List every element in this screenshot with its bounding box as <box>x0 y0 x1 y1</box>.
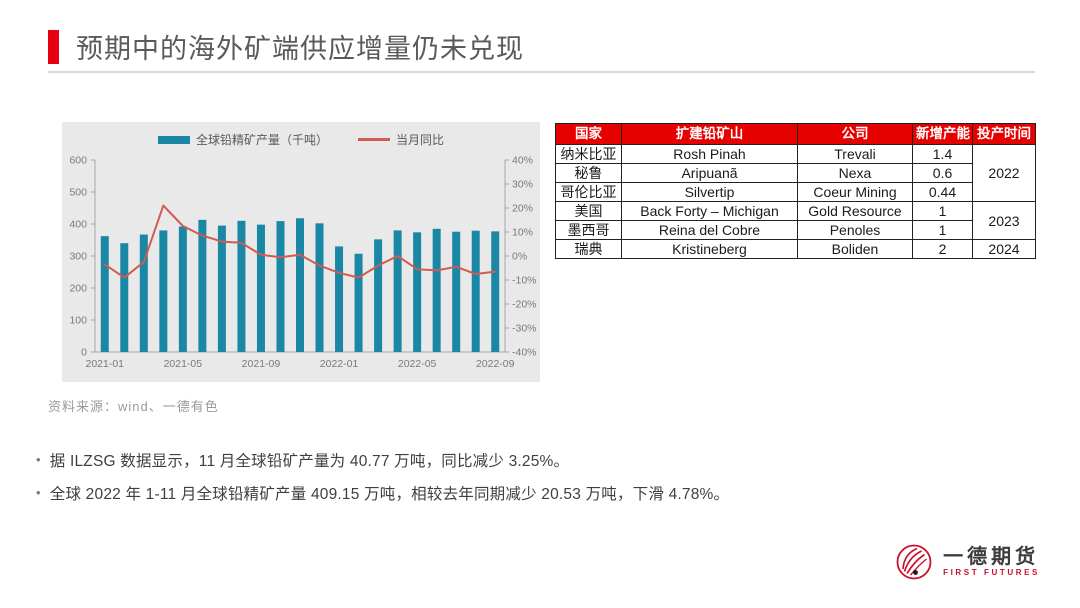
mine-expansion-table: 国家 扩建铅矿山 公司 新增产能 投产时间 纳米比亚 Rosh Pinah Tr… <box>555 123 1036 259</box>
cell-capacity: 0.44 <box>912 182 973 202</box>
svg-text:-30%: -30% <box>512 323 537 335</box>
cell-country: 秘鲁 <box>555 163 622 183</box>
table-row: 纳米比亚 Rosh Pinah Trevali 1.4 2022 <box>555 144 1036 202</box>
svg-text:400: 400 <box>69 219 87 231</box>
legend-item-bars: 全球铅精矿产量（千吨） <box>157 131 328 148</box>
svg-text:2022-09: 2022-09 <box>476 358 515 370</box>
bullet-list: • 据 ILZSG 数据显示，11 月全球铅矿产量为 40.77 万吨，同比减少… <box>36 449 976 515</box>
cell-country: 纳米比亚 <box>555 144 622 164</box>
list-item: • 据 ILZSG 数据显示，11 月全球铅矿产量为 40.77 万吨，同比减少… <box>36 449 976 471</box>
svg-text:2021-09: 2021-09 <box>242 358 281 370</box>
cell-mine: Kristineberg <box>621 239 798 259</box>
list-item: • 全球 2022 年 1-11 月全球铅精矿产量 409.15 万吨，相较去年… <box>36 482 976 504</box>
svg-text:20%: 20% <box>512 203 533 215</box>
cell-mine: Silvertip <box>621 182 798 202</box>
bar-series-swatch <box>157 135 190 144</box>
svg-text:40%: 40% <box>512 155 533 167</box>
line-series-label: 当月同比 <box>396 133 445 147</box>
col-capacity: 新增产能 <box>912 123 973 145</box>
cell-company: Nexa <box>797 163 913 183</box>
cell-company: Coeur Mining <box>797 182 913 202</box>
line-series-swatch <box>358 138 390 141</box>
cell-capacity: 1 <box>912 201 973 221</box>
cell-capacity: 2 <box>912 239 973 259</box>
svg-text:-40%: -40% <box>512 347 537 359</box>
cell-company: Penoles <box>797 220 913 240</box>
svg-text:200: 200 <box>69 283 87 295</box>
cell-mine: Rosh Pinah <box>621 144 798 164</box>
svg-text:2022-05: 2022-05 <box>398 358 437 370</box>
bullet-text: 据 ILZSG 数据显示，11 月全球铅矿产量为 40.77 万吨，同比减少 3… <box>49 453 570 470</box>
cell-year: 2024 <box>972 239 1036 259</box>
cell-year: 2022 <box>972 144 1036 202</box>
bullet-icon: • <box>36 485 41 500</box>
cell-capacity: 1 <box>912 220 973 240</box>
title-accent-bar <box>48 29 59 64</box>
mine-expansion-table-wrap: 国家 扩建铅矿山 公司 新增产能 投产时间 纳米比亚 Rosh Pinah Tr… <box>555 123 1036 259</box>
svg-text:2021-05: 2021-05 <box>164 358 203 370</box>
cell-company: Trevali <box>797 144 913 164</box>
table-row: 哥伦比亚 Silvertip Coeur Mining 0.44 <box>555 182 1036 202</box>
cell-capacity: 1.4 <box>912 144 973 164</box>
cell-mine: Reina del Cobre <box>621 220 798 240</box>
svg-text:600: 600 <box>69 155 87 167</box>
cell-company: Gold Resource <box>797 201 913 221</box>
cell-country: 哥伦比亚 <box>555 182 622 202</box>
cell-capacity: 0.6 <box>912 163 973 183</box>
svg-text:2022-01: 2022-01 <box>320 358 359 370</box>
svg-text:0: 0 <box>81 347 87 359</box>
table-row: 瑞典 Kristineberg Boliden 2 2024 <box>555 239 1036 259</box>
title-divider <box>48 71 1035 73</box>
cell-year: 2023 <box>972 201 1036 240</box>
bar-line-chart: 0 100 200 300 400 500 600 -40% -30% -20% -10% 0% 10%… <box>69 155 537 371</box>
data-source-note: 资料来源：wind、一德有色 <box>48 399 219 414</box>
logo-emblem-icon <box>896 544 932 580</box>
col-company: 公司 <box>797 123 913 145</box>
logo-name-en: FIRST FUTURES <box>943 568 1040 577</box>
table-header-row: 国家 扩建铅矿山 公司 新增产能 投产时间 <box>555 123 1036 145</box>
col-mine: 扩建铅矿山 <box>621 123 798 145</box>
svg-text:10%: 10% <box>512 227 533 239</box>
company-logo: 一德期货 FIRST FUTURES <box>894 542 1040 582</box>
cell-company: Boliden <box>797 239 913 259</box>
svg-text:0%: 0% <box>512 251 527 263</box>
page-title: 预期中的海外矿端供应增量仍未兑现 <box>76 34 524 64</box>
col-year: 投产时间 <box>972 123 1036 145</box>
title-block: 预期中的海外矿端供应增量仍未兑现 <box>48 27 524 66</box>
bullet-text: 全球 2022 年 1-11 月全球铅精矿产量 409.15 万吨，相较去年同期… <box>49 486 730 503</box>
bullet-icon: • <box>36 452 41 467</box>
svg-text:30%: 30% <box>512 179 533 191</box>
svg-text:500: 500 <box>69 187 87 199</box>
table-row: 秘鲁 Aripuanã Nexa 0.6 <box>555 163 1036 183</box>
svg-text:100: 100 <box>69 315 87 327</box>
cell-country: 美国 <box>555 201 622 221</box>
svg-text:2021-01: 2021-01 <box>85 358 124 370</box>
svg-text:-20%: -20% <box>512 299 537 311</box>
production-chart: 0 100 200 300 400 500 600 -40% -30% -20% -10% 0% 10%… <box>62 122 540 382</box>
svg-text:-10%: -10% <box>512 275 537 287</box>
table-row: 墨西哥 Reina del Cobre Penoles 1 <box>555 220 1036 240</box>
cell-mine: Aripuanã <box>621 163 798 183</box>
table-row: 美国 Back Forty – Michigan Gold Resource 1… <box>555 201 1036 240</box>
logo-name-cn: 一德期货 <box>943 546 1040 568</box>
col-country: 国家 <box>555 123 622 145</box>
svg-text:300: 300 <box>69 251 87 263</box>
cell-mine: Back Forty – Michigan <box>621 201 798 221</box>
bar-series-label: 全球铅精矿产量（千吨） <box>195 133 328 147</box>
chart-legend: 全球铅精矿产量（千吨） 当月同比 <box>62 131 540 148</box>
cell-country: 瑞典 <box>555 239 622 259</box>
legend-item-line: 当月同比 <box>358 131 444 148</box>
cell-country: 墨西哥 <box>555 220 622 240</box>
